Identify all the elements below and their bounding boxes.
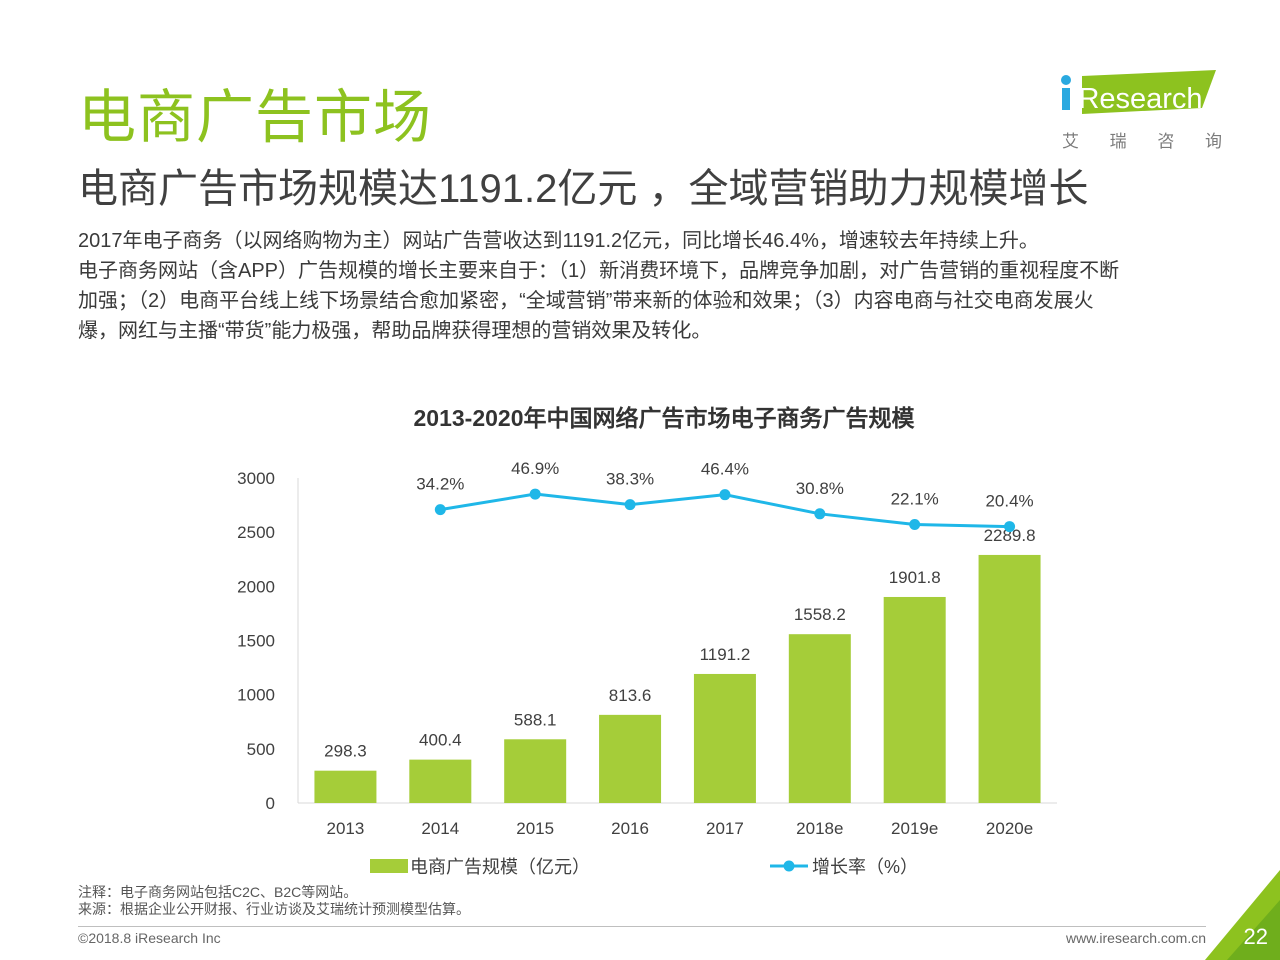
growth-rate-label: 20.4% bbox=[985, 492, 1033, 511]
corner-decoration bbox=[1205, 870, 1280, 960]
y-tick-label: 1500 bbox=[237, 632, 275, 651]
page-number: 22 bbox=[1243, 924, 1268, 949]
footnotes: 注释：电子商务网站包括C2C、B2C等网站。 来源：根据企业公开财报、行业访谈及… bbox=[78, 884, 470, 918]
bar bbox=[788, 634, 851, 803]
legend-line-marker bbox=[783, 860, 795, 872]
logo-subtitle: 艾 瑞 咨 询 bbox=[1062, 127, 1222, 152]
growth-rate-label: 22.1% bbox=[891, 489, 939, 508]
growth-rate-point bbox=[719, 489, 731, 501]
source-text: 来源：根据企业公开财报、行业访谈及艾瑞统计预测模型估算。 bbox=[78, 901, 470, 917]
bar bbox=[409, 759, 472, 803]
y-tick-label: 0 bbox=[266, 794, 275, 813]
x-tick-label: 2013 bbox=[327, 819, 365, 838]
bar-value-label: 1191.2 bbox=[700, 645, 751, 664]
bar bbox=[314, 770, 377, 803]
x-tick-label: 2019e bbox=[891, 819, 938, 838]
summary-text: 2017年电子商务（以网络购物为主）网站广告营收达到1191.2亿元，同比增长4… bbox=[78, 226, 1218, 346]
y-tick-label: 500 bbox=[247, 740, 275, 759]
bar bbox=[883, 596, 946, 803]
legend-bar-swatch bbox=[370, 859, 408, 873]
bar-value-label: 813.6 bbox=[609, 686, 652, 705]
growth-rate-label: 30.8% bbox=[796, 479, 844, 498]
section-title: 电商广告市场 bbox=[78, 85, 433, 150]
iresearch-logo-mark: iResearch bbox=[1061, 70, 1216, 115]
y-tick-label: 3000 bbox=[237, 469, 275, 488]
chart-title: 2013-2020年中国网络广告市场电子商务广告规模 bbox=[414, 405, 916, 431]
headline: 电商广告市场规模达1191.2亿元 ，全域营销助力规模增长 bbox=[78, 167, 1089, 211]
summary-line: 加强；（2）电商平台线上线下场景结合愈加紧密，“全域营销”带来新的体验和效果；（… bbox=[78, 290, 1094, 312]
bar bbox=[693, 673, 756, 803]
logo-sub-char: 艾 bbox=[1062, 132, 1079, 151]
growth-rate-label: 46.9% bbox=[511, 459, 559, 478]
x-tick-label: 2018e bbox=[796, 819, 843, 838]
logo-sub-char: 瑞 bbox=[1109, 132, 1127, 151]
y-tick-label: 2500 bbox=[237, 523, 275, 542]
ecommerce-ad-chart: 2013-2020年中国网络广告市场电子商务广告规模 0 500 1000 1500 20… bbox=[237, 405, 1057, 877]
growth-rate-point bbox=[434, 504, 446, 516]
y-tick-label: 1000 bbox=[237, 686, 275, 705]
y-tick-label: 2000 bbox=[237, 577, 275, 596]
logo-sub-char: 咨 bbox=[1157, 132, 1175, 151]
x-tick-label: 2014 bbox=[421, 819, 459, 838]
copyright: ©2018.8 iResearch Inc bbox=[78, 930, 221, 946]
growth-rate-label: 34.2% bbox=[416, 475, 464, 494]
growth-rate-label: 46.4% bbox=[701, 460, 749, 479]
bar-value-label: 1558.2 bbox=[794, 605, 846, 624]
growth-rate-point bbox=[529, 488, 541, 500]
growth-rate-point bbox=[909, 518, 921, 530]
iresearch-logo: iResearch 艾 瑞 咨 询 bbox=[1056, 70, 1222, 152]
growth-rate-point bbox=[814, 508, 826, 520]
legend-line-label: 增长率（%） bbox=[812, 857, 918, 877]
bar bbox=[599, 714, 662, 803]
logo-wordmark: iResearch bbox=[1072, 83, 1203, 115]
logo-sub-char: 询 bbox=[1204, 132, 1222, 151]
growth-rate-label: 38.3% bbox=[606, 470, 654, 489]
bar-value-label: 298.3 bbox=[324, 742, 367, 761]
growth-rate-point bbox=[624, 499, 636, 511]
summary-line: 电子商务网站（含APP）广告规模的增长主要来自于：（1）新消费环境下，品牌竞争加… bbox=[78, 260, 1120, 282]
x-tick-label: 2017 bbox=[706, 819, 744, 838]
x-tick-label: 2020e bbox=[986, 819, 1033, 838]
bar-value-label: 588.1 bbox=[514, 710, 557, 729]
note-text: 注释：电子商务网站包括C2C、B2C等网站。 bbox=[78, 884, 358, 900]
footer-divider bbox=[78, 926, 1206, 927]
x-tick-label: 2016 bbox=[611, 819, 649, 838]
summary-line: 爆，网红与主播“带货”能力极强，帮助品牌获得理想的营销效果及转化。 bbox=[78, 320, 712, 342]
x-tick-label: 2015 bbox=[516, 819, 554, 838]
bar-value-label: 400.4 bbox=[419, 731, 462, 750]
legend-bar-label: 电商广告规模（亿元） bbox=[410, 857, 590, 877]
bar-value-label: 1901.8 bbox=[889, 568, 941, 587]
growth-rate-point bbox=[1004, 521, 1016, 533]
bar-value-label: 2289.8 bbox=[984, 526, 1036, 545]
bar bbox=[504, 739, 567, 803]
website-link[interactable]: www.iresearch.com.cn bbox=[1065, 930, 1206, 946]
bar bbox=[978, 554, 1041, 803]
summary-line: 2017年电子商务（以网络购物为主）网站广告营收达到1191.2亿元，同比增长4… bbox=[78, 230, 1039, 252]
